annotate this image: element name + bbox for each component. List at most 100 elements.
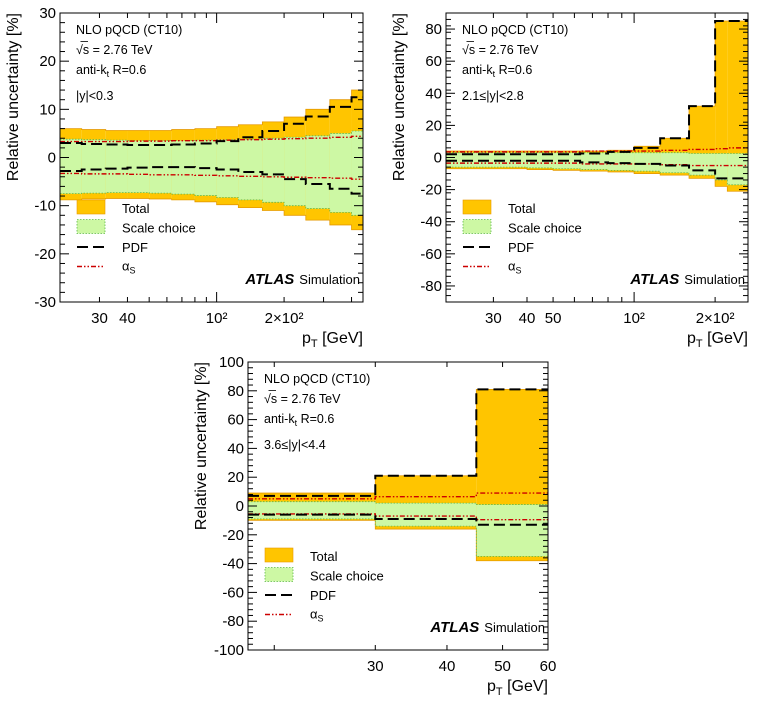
total-lower-edge bbox=[248, 520, 548, 562]
scale-band-bin bbox=[284, 137, 306, 206]
x-axis-label-main: p bbox=[687, 330, 696, 347]
x-tick-label: 30 bbox=[367, 658, 384, 675]
legend-alpha-sub: S bbox=[318, 614, 324, 624]
y-tick-label: 100 bbox=[219, 354, 244, 371]
legend-alpha-symbol: α bbox=[122, 259, 130, 274]
legend-alpha-label: αS bbox=[122, 259, 136, 276]
legend-alpha-symbol: α bbox=[508, 259, 516, 274]
legend-alpha-symbol: α bbox=[310, 607, 318, 622]
scale-band-bin bbox=[580, 152, 609, 170]
info-energy: √s = 2.76 TeV bbox=[76, 43, 153, 57]
info-generator: NLO pQCD (CT10) bbox=[264, 372, 370, 386]
x-tick-label: 50 bbox=[545, 310, 562, 327]
y-tick-label: -80 bbox=[222, 613, 244, 630]
legend-alpha-label: αS bbox=[310, 607, 324, 624]
info-algorithm-name: anti-k bbox=[264, 412, 295, 426]
legend-scale-swatch bbox=[264, 567, 294, 582]
scale-band-bin bbox=[305, 135, 330, 209]
x-axis-label: pT [GeV] bbox=[302, 330, 363, 350]
legend-scale-swatch bbox=[76, 219, 106, 234]
atlas-brand-name: ATLAS bbox=[244, 271, 294, 288]
scale-band-bin bbox=[527, 152, 554, 168]
scale-band-bin bbox=[608, 152, 635, 171]
x-axis-label-unit: [GeV] bbox=[503, 678, 548, 695]
scale-band-bin bbox=[375, 503, 477, 527]
plot-area bbox=[446, 20, 748, 192]
atlas-brand-name: ATLAS bbox=[629, 271, 679, 288]
legend-scale-label: Scale choice bbox=[122, 221, 196, 236]
y-tick-label: 20 bbox=[227, 469, 244, 486]
legend-alpha-label: αS bbox=[508, 259, 522, 276]
scale-lower-edge bbox=[60, 192, 363, 216]
legend-total-label: Total bbox=[508, 201, 536, 216]
plot-area bbox=[60, 89, 363, 231]
legend-pdf-label: PDF bbox=[122, 240, 148, 255]
y-tick-label: -60 bbox=[222, 584, 244, 601]
total-band-bin bbox=[715, 21, 728, 187]
scale-band-bin bbox=[105, 140, 128, 193]
x-tick-label: 40 bbox=[119, 310, 136, 327]
scale-band-bin bbox=[715, 153, 728, 180]
scale-band-bin bbox=[216, 139, 239, 198]
x-axis-label-main: p bbox=[487, 678, 496, 695]
legend-alpha-sub: S bbox=[130, 266, 136, 276]
x-tick-label: 40 bbox=[519, 310, 536, 327]
pdf-lower-line bbox=[248, 513, 548, 526]
atlas-brand-sub: Simulation bbox=[684, 272, 745, 287]
scale-lower-edge bbox=[446, 166, 748, 186]
x-axis-label-sub: T bbox=[696, 338, 703, 350]
info-algorithm-radius: R=0.6 bbox=[109, 63, 146, 77]
y-tick-label: 40 bbox=[227, 440, 244, 457]
pdf-lower-line bbox=[446, 159, 748, 180]
info-energy: √s = 2.76 TeV bbox=[462, 43, 539, 57]
scale-band-bin bbox=[727, 153, 748, 185]
y-axis-label: Relative uncertainty [%] bbox=[391, 13, 408, 181]
atlas-brand-label: ATLAS Simulation bbox=[629, 271, 745, 288]
scale-band-bin bbox=[689, 153, 716, 176]
alpha-upper-line bbox=[446, 147, 748, 153]
y-tick-label: 30 bbox=[39, 5, 56, 22]
y-tick-label: 80 bbox=[425, 21, 442, 38]
plot-area bbox=[248, 388, 548, 562]
scale-band-bin bbox=[60, 139, 82, 194]
total-lower-edge bbox=[446, 168, 748, 192]
y-tick-label: -60 bbox=[420, 246, 442, 263]
total-lower-edge bbox=[60, 198, 363, 231]
legend-total-swatch bbox=[76, 199, 106, 215]
info-energy: √s = 2.76 TeV bbox=[264, 392, 341, 406]
info-algorithm-radius: R=0.6 bbox=[495, 63, 532, 77]
x-tick-label: 2×10² bbox=[696, 310, 735, 327]
y-tick-label: 80 bbox=[227, 383, 244, 400]
y-axis-label: Relative uncertainty [%] bbox=[193, 362, 210, 530]
info-rapidity: 3.6≤|y|<4.4 bbox=[264, 438, 326, 452]
y-tick-label: -40 bbox=[222, 556, 244, 573]
total-band-bin bbox=[727, 21, 748, 192]
info-algorithm-sub: t bbox=[295, 418, 298, 428]
y-tick-label: 0 bbox=[48, 150, 56, 167]
scale-band-bin bbox=[329, 133, 352, 213]
panel-very-forward: -100 -80 -60 -40 -20 0 20 40 60 80 100 30 40 50 60 pT [… bbox=[193, 354, 556, 698]
y-tick-label: 40 bbox=[425, 85, 442, 102]
y-tick-label: -20 bbox=[34, 246, 56, 263]
alpha-lower-line bbox=[60, 172, 363, 180]
y-tick-label: 60 bbox=[425, 53, 442, 70]
pdf-upper-line bbox=[248, 388, 548, 497]
y-tick-label: -40 bbox=[420, 214, 442, 231]
scale-band-bin bbox=[262, 138, 285, 203]
y-tick-label: -20 bbox=[222, 527, 244, 544]
x-axis-label: pT [GeV] bbox=[687, 330, 748, 350]
x-tick-label: 10² bbox=[623, 310, 645, 327]
scale-band-bin bbox=[238, 139, 263, 200]
x-axis-label-unit: [GeV] bbox=[703, 330, 748, 347]
atlas-brand-sub: Simulation bbox=[484, 620, 545, 635]
scale-lower-edge bbox=[248, 518, 548, 557]
scale-band-bin bbox=[476, 504, 548, 557]
legend-alpha-sub: S bbox=[516, 266, 522, 276]
x-axis-label-main: p bbox=[302, 330, 311, 347]
panel-central: -30 -20 -10 0 10 20 30 30 40 10² 2×10² pT [GeV] Rela… bbox=[5, 5, 364, 350]
x-tick-label: 30 bbox=[91, 310, 108, 327]
y-tick-label: 60 bbox=[227, 412, 244, 429]
info-algorithm: anti-kt R=0.6 bbox=[462, 63, 532, 79]
